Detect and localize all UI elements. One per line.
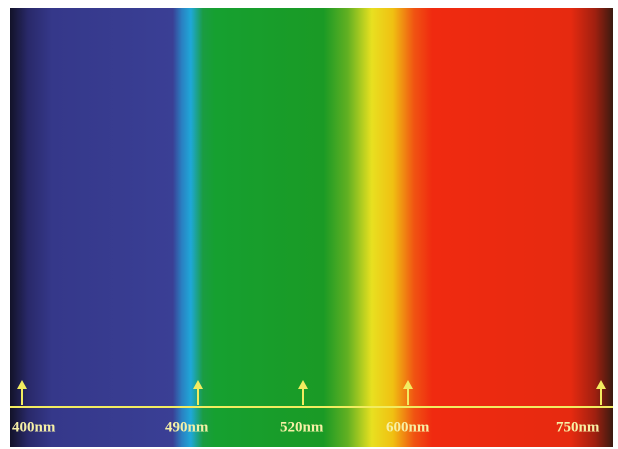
wavelength-label: 400nm [12, 419, 56, 435]
wavelength-label: 600nm [386, 419, 430, 435]
arrows [17, 380, 606, 405]
spectrum [10, 8, 613, 447]
arrow [193, 380, 203, 405]
wavelength-label: 490nm [165, 419, 209, 435]
wavelength-label: 520nm [280, 419, 324, 435]
arrow [596, 380, 606, 405]
wavelength-label: 750nm [556, 419, 600, 435]
arrow [17, 380, 27, 405]
arrow [403, 380, 413, 405]
arrow [298, 380, 308, 405]
